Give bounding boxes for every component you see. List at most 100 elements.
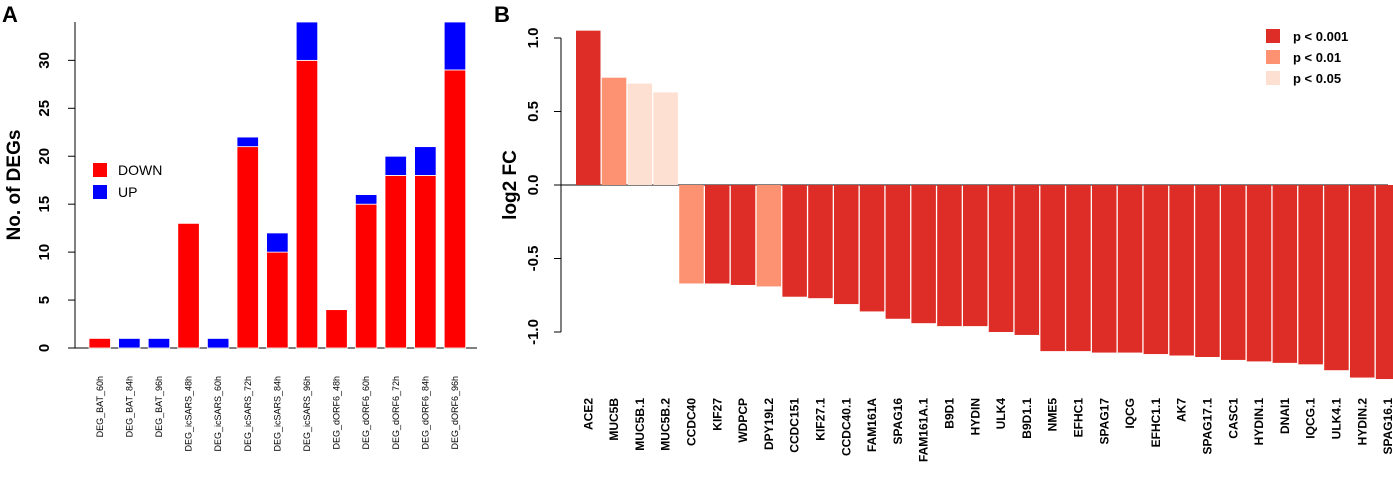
y-tick-label-a: 5 (36, 296, 53, 304)
y-tick-label-a: 25 (36, 100, 53, 117)
bar-down-DEG_dORF6_84h (414, 175, 437, 349)
bar-down-DEG_icSARS_96h (295, 59, 319, 349)
x-tick-label-b: HYDIN.2 (1355, 398, 1369, 446)
bar-CCDC40.1 (834, 185, 859, 305)
x-tick-label-a: DEG_dORF6_48h (332, 376, 342, 450)
legend-label-p0: p < 0.001 (1293, 29, 1348, 44)
x-tick-label-b: SPAG17 (1097, 398, 1111, 445)
bar-up-DEG_icSARS_84h (266, 232, 289, 253)
bar-KIF27.1 (808, 185, 833, 299)
bar-ACE2 (576, 30, 601, 186)
x-tick-label-b: FAM161A.1 (917, 398, 931, 462)
panel-label-a: A (2, 2, 18, 27)
legend-swatch-p2 (1266, 71, 1280, 85)
x-tick-label-b: HYDIN.1 (1252, 398, 1266, 446)
x-tick-label-a: DEG_dORF6_96h (450, 376, 460, 450)
x-tick-label-b: SPAG17.1 (1200, 398, 1214, 455)
bar-down-DEG_dORF6_96h (443, 69, 467, 349)
bar-up-DEG_icSARS_72h (236, 136, 259, 148)
y-tick-label-b: -1.0 (525, 319, 542, 345)
x-tick-label-a: DEG_icSARS_48h (184, 376, 194, 452)
x-tick-label-a: DEG_dORF6_72h (391, 376, 401, 450)
bar-B9D1 (937, 185, 962, 327)
y-tick-label-a: 20 (36, 148, 53, 165)
bar-KIF27 (705, 185, 730, 284)
bar-B9D1.1 (1014, 185, 1040, 335)
x-tick-label-b: EFHC1 (1071, 398, 1085, 438)
bar-AK7 (1169, 185, 1194, 356)
y-tick-label-b: 0.5 (525, 101, 542, 122)
bar-HYDIN.1 (1246, 185, 1272, 362)
x-tick-label-a: DEG_icSARS_84h (272, 376, 282, 452)
bar-FAM161A (859, 185, 885, 312)
bar-up-DEG_dORF6_72h (384, 155, 407, 176)
bar-up-DEG_BAT_84h (118, 338, 141, 349)
x-tick-label-b: FAM161A (865, 398, 879, 452)
x-tick-label-b: MUC5B (607, 398, 621, 441)
chart-a-deg-counts: 0 5 10 15 20 25 30 No. of DEGs DEG_BAT_60h DEG_BA… (4, 21, 477, 452)
bar-IQCG.1 (1298, 185, 1323, 365)
bar-HYDIN (963, 185, 988, 327)
x-tick-label-b: MUC5B.2 (659, 398, 673, 451)
bar-up-DEG_icSARS_60h (206, 338, 230, 349)
x-tick-label-b: DNAI1 (1278, 398, 1292, 434)
bar-down-DEG_icSARS_84h (266, 251, 289, 349)
x-tick-label-b: KIF27 (710, 398, 724, 431)
bar-WDPCP (730, 185, 756, 285)
x-tick-label-a: DEG_BAT_96h (154, 376, 164, 437)
bar-MUC5B.2 (653, 92, 678, 185)
x-tick-label-b: CCDC151 (788, 398, 802, 453)
bar-HYDIN.2 (1350, 185, 1375, 378)
y-tick-label-b: -0.5 (525, 246, 542, 272)
x-tick-label-a: DEG_icSARS_60h (213, 376, 223, 452)
y-tick-label-a: 15 (36, 196, 53, 213)
x-tick-label-b: HYDIN (968, 398, 982, 435)
x-tick-label-a: DEG_icSARS_96h (302, 376, 312, 452)
legend-swatch-down (93, 163, 107, 177)
bar-down-DEG_icSARS_48h (177, 222, 200, 349)
x-tick-label-a: DEG_dORF6_84h (420, 376, 430, 450)
bar-down-DEG_dORF6_48h (325, 309, 348, 349)
legend-swatch-p0 (1266, 29, 1280, 43)
x-tick-label-b: ACE2 (581, 398, 595, 430)
y-tick-label-a: 10 (36, 244, 53, 261)
x-tick-label-a: DEG_BAT_60h (95, 376, 105, 437)
x-tick-label-b: AK7 (1175, 398, 1189, 422)
x-tick-label-b: B9D1.1 (1020, 398, 1034, 439)
bar-IQCG (1117, 185, 1143, 353)
bar-down-DEG_dORF6_60h (354, 203, 378, 349)
bar-up-DEG_BAT_96h (147, 338, 171, 349)
x-tick-label-b: DPY19L2 (762, 398, 776, 450)
x-tick-label-b: MUC5B.1 (633, 398, 647, 451)
bar-CCDC40 (679, 185, 704, 284)
x-tick-label-b: KIF27.1 (813, 398, 827, 441)
bar-up-DEG_dORF6_84h (414, 146, 437, 176)
x-tick-label-a: DEG_BAT_84h (124, 376, 134, 437)
bar-up-DEG_dORF6_96h (443, 21, 467, 71)
y-tick-label-a: 30 (36, 52, 53, 69)
bar-DNAI1 (1272, 185, 1298, 363)
legend-label-p1: p < 0.01 (1293, 50, 1341, 65)
bar-CASC1 (1221, 185, 1246, 360)
legend-label-p2: p < 0.05 (1293, 71, 1341, 86)
bar-SPAG16.1 (1375, 185, 1393, 380)
x-tick-label-b: IQCG.1 (1304, 398, 1318, 439)
x-tick-label-b: IQCG (1123, 398, 1137, 429)
x-tick-label-b: ULK4.1 (1329, 398, 1343, 440)
x-tick-label-b: EFHC1.1 (1149, 398, 1163, 448)
x-tick-label-b: SPAG16 (891, 398, 905, 445)
bar-up-DEG_dORF6_60h (354, 194, 378, 205)
bar-down-DEG_dORF6_72h (384, 175, 407, 349)
chart-b-log2fc: -1.0 -0.5 0.0 0.5 1.0 log2 FC ACE2 MUC5B MUC5B.1… (500, 28, 1393, 462)
y-tick-label-a: 0 (36, 344, 53, 352)
y-tick-label-b: 0.0 (525, 175, 542, 196)
legend-swatch-p1 (1266, 50, 1280, 64)
bar-EFHC1.1 (1143, 185, 1169, 355)
bar-down-DEG_icSARS_72h (236, 146, 259, 349)
bar-SPAG17.1 (1195, 185, 1220, 357)
bar-down-DEG_BAT_60h (88, 338, 111, 349)
x-tick-label-b: WDPCP (736, 398, 750, 443)
bar-ULK4.1 (1324, 185, 1349, 371)
x-tick-label-a: DEG_icSARS_72h (243, 376, 253, 452)
panel-label-b: B (494, 2, 510, 27)
